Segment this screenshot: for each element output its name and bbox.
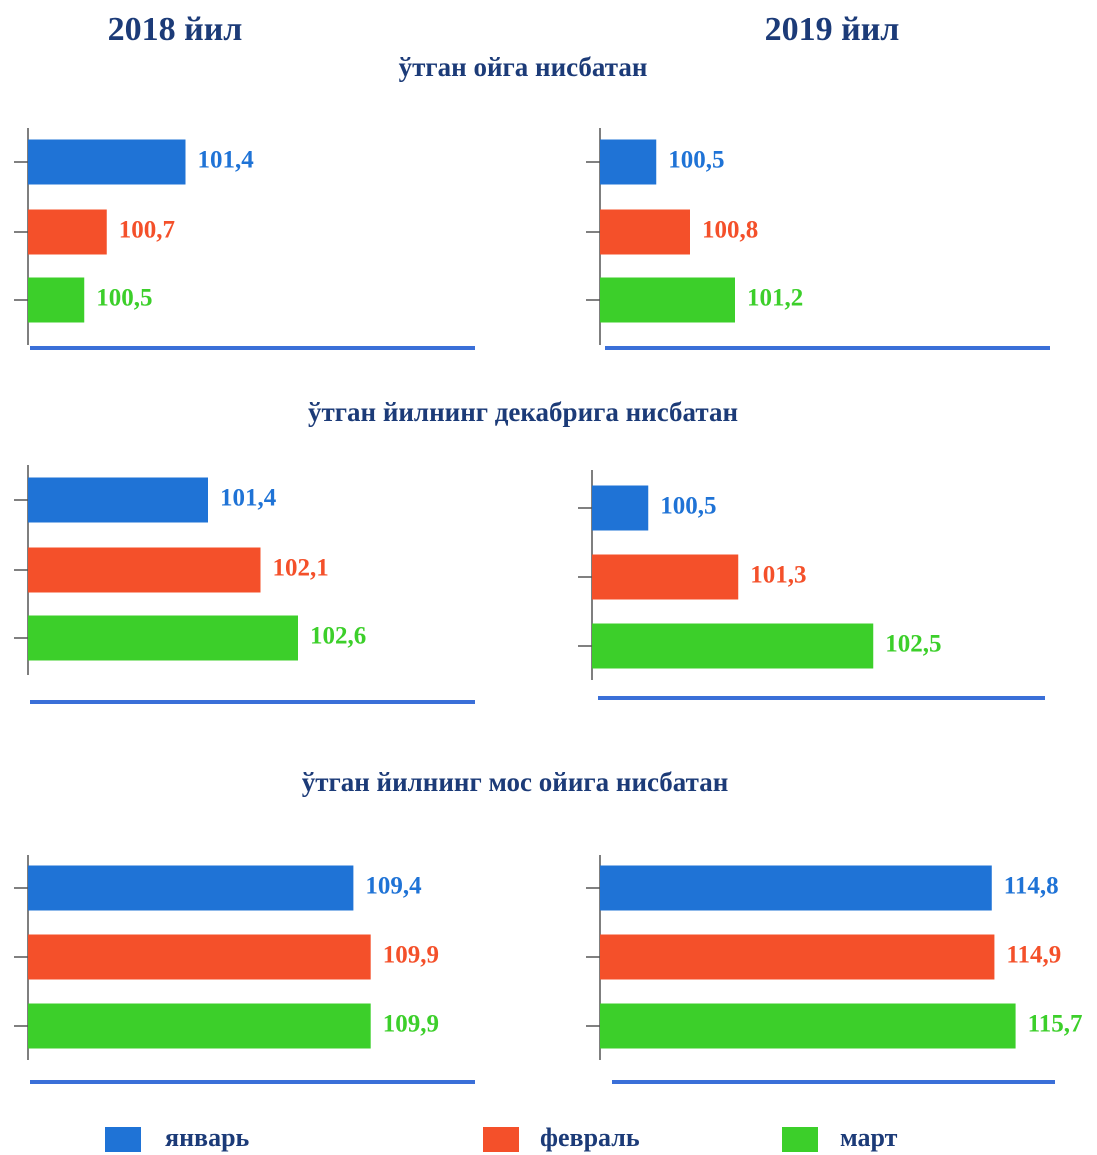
- legend-label: март: [840, 1123, 898, 1152]
- column-title: 2018 йил: [108, 11, 243, 48]
- bar: [600, 934, 995, 980]
- bar: [28, 209, 107, 255]
- bar: [28, 139, 186, 185]
- value-label: 109,4: [365, 873, 422, 900]
- value-label: 101,4: [220, 485, 277, 512]
- legend-label: февраль: [540, 1123, 640, 1152]
- legend-swatch: [105, 1127, 141, 1152]
- value-label: 102,6: [310, 623, 366, 650]
- value-label: 115,7: [1028, 1011, 1083, 1038]
- legend-swatch: [483, 1127, 519, 1152]
- value-label: 100,5: [668, 147, 724, 174]
- bar: [600, 1003, 1016, 1049]
- value-label: 114,9: [1006, 942, 1061, 969]
- value-label: 101,2: [747, 285, 803, 312]
- value-label: 101,4: [198, 147, 255, 174]
- bar: [28, 547, 261, 593]
- bar: [28, 865, 354, 911]
- value-label: 101,3: [750, 562, 806, 589]
- bar: [600, 277, 735, 323]
- bar: [600, 865, 992, 911]
- value-label: 100,8: [702, 217, 758, 244]
- value-label: 100,5: [96, 285, 152, 312]
- bar: [592, 623, 874, 669]
- bar: [600, 209, 690, 255]
- bar: [28, 477, 208, 523]
- section-title: ўтган йилнинг мос ойига нисбатан: [302, 767, 729, 797]
- bar: [600, 139, 657, 185]
- value-label: 109,9: [383, 1011, 439, 1038]
- value-label: 114,8: [1004, 873, 1059, 900]
- bar: [592, 485, 649, 531]
- value-label: 100,7: [119, 217, 175, 244]
- bar: [28, 615, 298, 661]
- section-title: ўтган ойга нисбатан: [399, 52, 648, 82]
- value-label: 100,5: [660, 493, 716, 520]
- value-label: 109,9: [383, 942, 439, 969]
- bar: [28, 1003, 371, 1049]
- section-title: ўтган йилнинг декабрига нисбатан: [308, 397, 738, 427]
- bar: [592, 554, 739, 600]
- bar: [28, 934, 371, 980]
- value-label: 102,1: [273, 555, 329, 582]
- bar: [28, 277, 85, 323]
- column-title: 2019 йил: [765, 11, 900, 48]
- legend-label: январь: [165, 1123, 250, 1152]
- value-label: 102,5: [885, 631, 941, 658]
- legend-swatch: [782, 1127, 818, 1152]
